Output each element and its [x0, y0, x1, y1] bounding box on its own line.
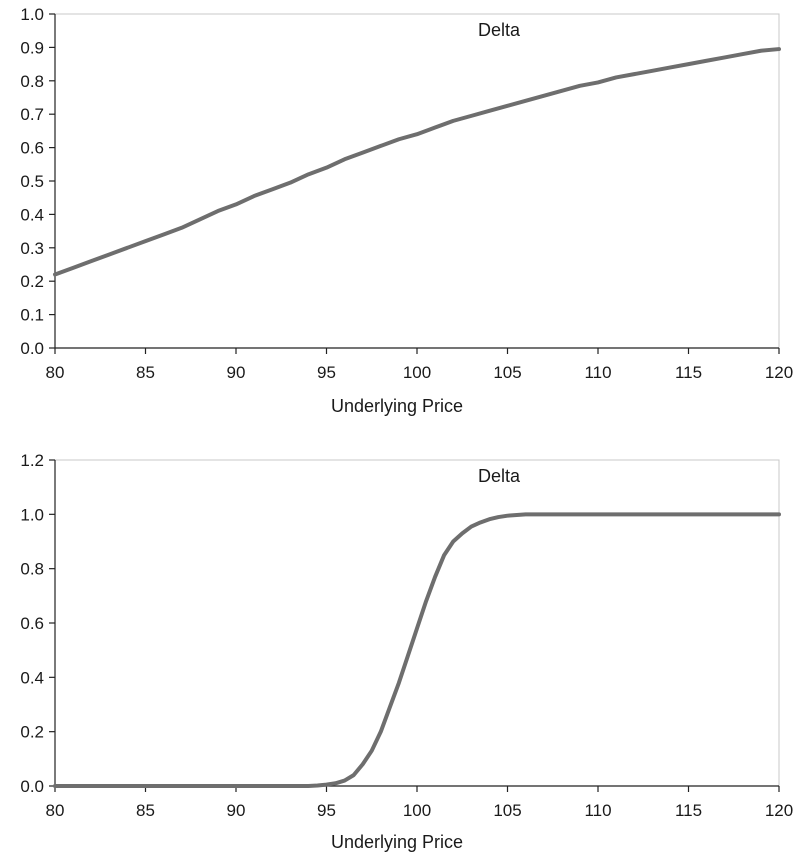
y-tick-label: 0.6 — [20, 614, 44, 633]
x-axis-title: Underlying Price — [331, 396, 463, 416]
x-tick-label: 120 — [765, 363, 793, 382]
y-tick-label: 0.1 — [20, 306, 44, 325]
delta-series-line — [53, 512, 781, 788]
plot-area-frame — [54, 13, 780, 349]
x-tick-label: 85 — [136, 801, 155, 820]
y-tick-label: 0.6 — [20, 139, 44, 158]
y-tick-label: 0.7 — [20, 105, 44, 124]
x-tick-label: 90 — [227, 363, 246, 382]
y-tick-label: 0.8 — [20, 560, 44, 579]
delta-series-line — [53, 47, 781, 277]
y-tick-label: 0.0 — [20, 339, 44, 358]
chart-2: 0.0 0.2 0.4 0.6 0.8 1.0 1.2 80 85 90 95 100 105 110 11… — [20, 451, 793, 852]
x-tick-label: 105 — [493, 363, 521, 382]
x-tick-label: 110 — [584, 363, 611, 382]
x-tick-label: 100 — [403, 801, 431, 820]
x-tick-label: 120 — [765, 801, 793, 820]
y-tick-label: 0.5 — [20, 172, 44, 191]
x-tick-label: 95 — [317, 363, 336, 382]
y-tick-label: 0.4 — [20, 205, 44, 224]
y-tick-label: 0.0 — [20, 777, 44, 796]
legend-label: Delta — [478, 20, 521, 40]
y-tick-label: 0.2 — [20, 723, 44, 742]
chart-1: 0.0 0.1 0.2 0.3 0.4 0.5 0.6 0.7 0.8 0.9 1.0 80 85 90 9… — [20, 5, 793, 416]
x-tick-label: 100 — [403, 363, 431, 382]
x-tick-label: 85 — [136, 363, 155, 382]
x-tick-label: 105 — [493, 801, 521, 820]
x-tick-label: 95 — [317, 801, 336, 820]
y-tick-label: 1.2 — [20, 451, 44, 470]
x-tick-label: 80 — [46, 363, 65, 382]
legend-label: Delta — [478, 466, 521, 486]
y-tick-label: 0.4 — [20, 668, 44, 687]
x-tick-label: 115 — [675, 363, 702, 382]
x-tick-label: 90 — [227, 801, 246, 820]
x-tick-label: 115 — [675, 801, 702, 820]
x-tick-label: 110 — [584, 801, 611, 820]
x-axis-title: Underlying Price — [331, 832, 463, 852]
y-tick-label: 0.9 — [20, 38, 44, 57]
x-tick-label: 80 — [46, 801, 65, 820]
y-tick-label: 0.3 — [20, 239, 44, 258]
y-tick-label: 0.2 — [20, 272, 44, 291]
y-tick-label: 1.0 — [20, 505, 44, 524]
y-tick-label: 0.8 — [20, 72, 44, 91]
y-tick-label: 1.0 — [20, 5, 44, 24]
